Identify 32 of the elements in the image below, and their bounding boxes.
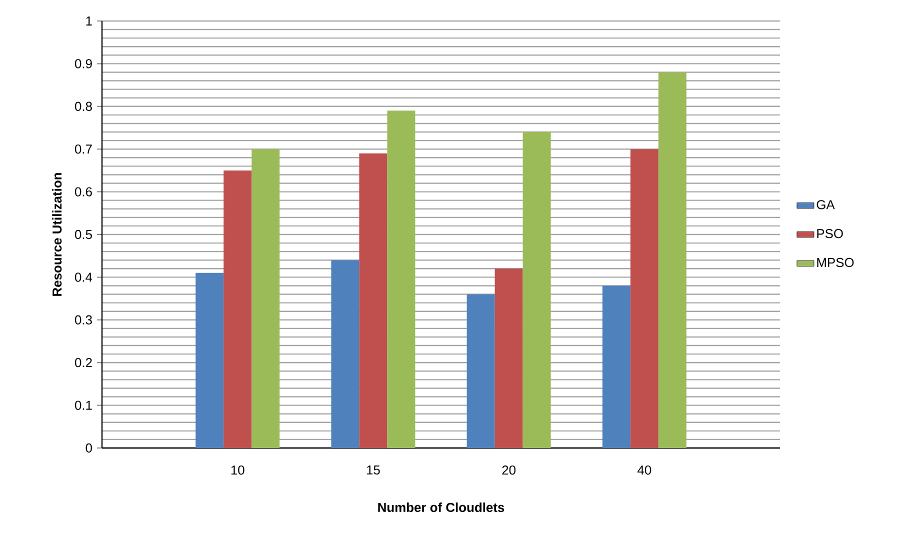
y-tick-label: 0.6 [74,187,92,196]
y-tick-label: 0.8 [74,102,92,111]
x-axis-title: Number of Cloudlets [378,502,504,512]
bar [658,72,686,448]
y-tick-label: 1 [86,16,92,26]
legend-label: GA [816,200,835,210]
bar [387,110,416,448]
y-axis-title: Resource Utilization [52,173,62,296]
y-tick-label: 0.4 [74,272,92,282]
bar [196,272,224,448]
y-tick-label: 0.7 [74,144,92,154]
legend-label: PSO [817,229,843,238]
y-tick-label: 0.1 [74,400,92,410]
bar [494,268,523,448]
bar [522,132,551,448]
bar [359,153,388,448]
bar [252,149,280,448]
x-tick-label: 20 [502,466,516,475]
bar [466,294,495,448]
bar [630,149,658,448]
y-tick-label: 0.2 [74,358,92,368]
bar [224,170,252,448]
y-tick-label: 0.3 [74,315,92,324]
y-tick-label: 0.9 [74,59,92,68]
legend-label: MPSO [817,258,854,268]
y-tick-label: 0 [86,443,92,453]
bar [602,286,630,448]
y-tick-label: 0.5 [74,230,92,240]
x-tick-label: 40 [638,466,652,475]
x-tick-label: 10 [231,466,244,475]
bar [331,260,360,448]
x-tick-label: 15 [366,466,380,475]
